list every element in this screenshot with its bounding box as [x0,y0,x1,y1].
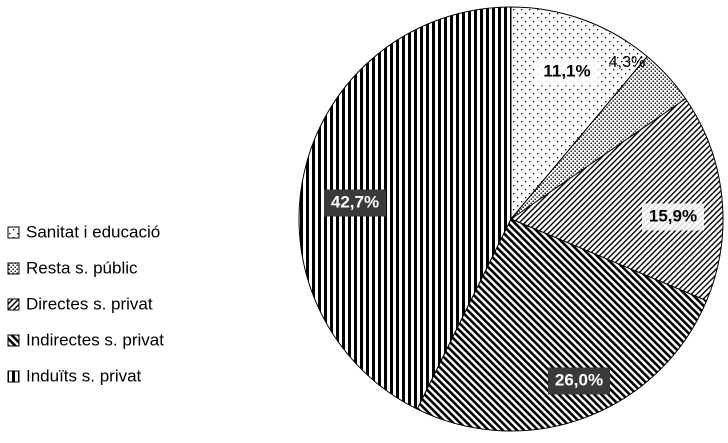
pie-slices [298,6,724,432]
legend-label: Indirectes s. privat [26,330,164,349]
pie-slice [298,6,512,410]
data-label-box [548,367,610,395]
legend-item: Indirectes s. privat [7,330,164,349]
data-label-text: 11,1% [543,61,590,80]
legend-item: Directes s. privat [7,294,153,313]
legend-swatch [7,298,20,311]
data-label-box [536,58,598,86]
data-label-text: 42,7% [331,192,379,211]
data-label-box [324,189,386,217]
data-label-text: 26,0% [555,370,603,389]
legend-label: Sanitat i educació [26,222,160,241]
legend: Sanitat i educació Resta s. públic Directe… [7,222,164,385]
data-label: 26,0% [548,367,610,395]
legend-item: Sanitat i educació [7,222,160,241]
legend-item: Resta s. públic [7,258,138,277]
legend-item: Induïts s. privat [7,366,142,385]
pie-data-labels: 11,1% 4,3% 15,9% 26,0% 42,7% [324,54,704,395]
data-label-text: 15,9% [649,206,697,225]
data-label-text: 4,3% [609,54,645,71]
data-label: 15,9% [642,203,704,231]
legend-label: Induïts s. privat [26,366,142,385]
data-label: 42,7% [324,189,386,217]
legend-swatch [7,370,20,383]
data-label-box [642,203,704,231]
legend-swatch [7,334,20,347]
legend-swatch [7,262,20,275]
pie-slice [509,98,724,302]
data-label: 4,3% [609,54,645,71]
legend-label: Resta s. públic [26,258,138,277]
legend-swatch [7,226,20,239]
legend-label: Directes s. privat [26,294,153,313]
pie-slice [416,218,708,432]
data-label: 11,1% [536,58,598,86]
